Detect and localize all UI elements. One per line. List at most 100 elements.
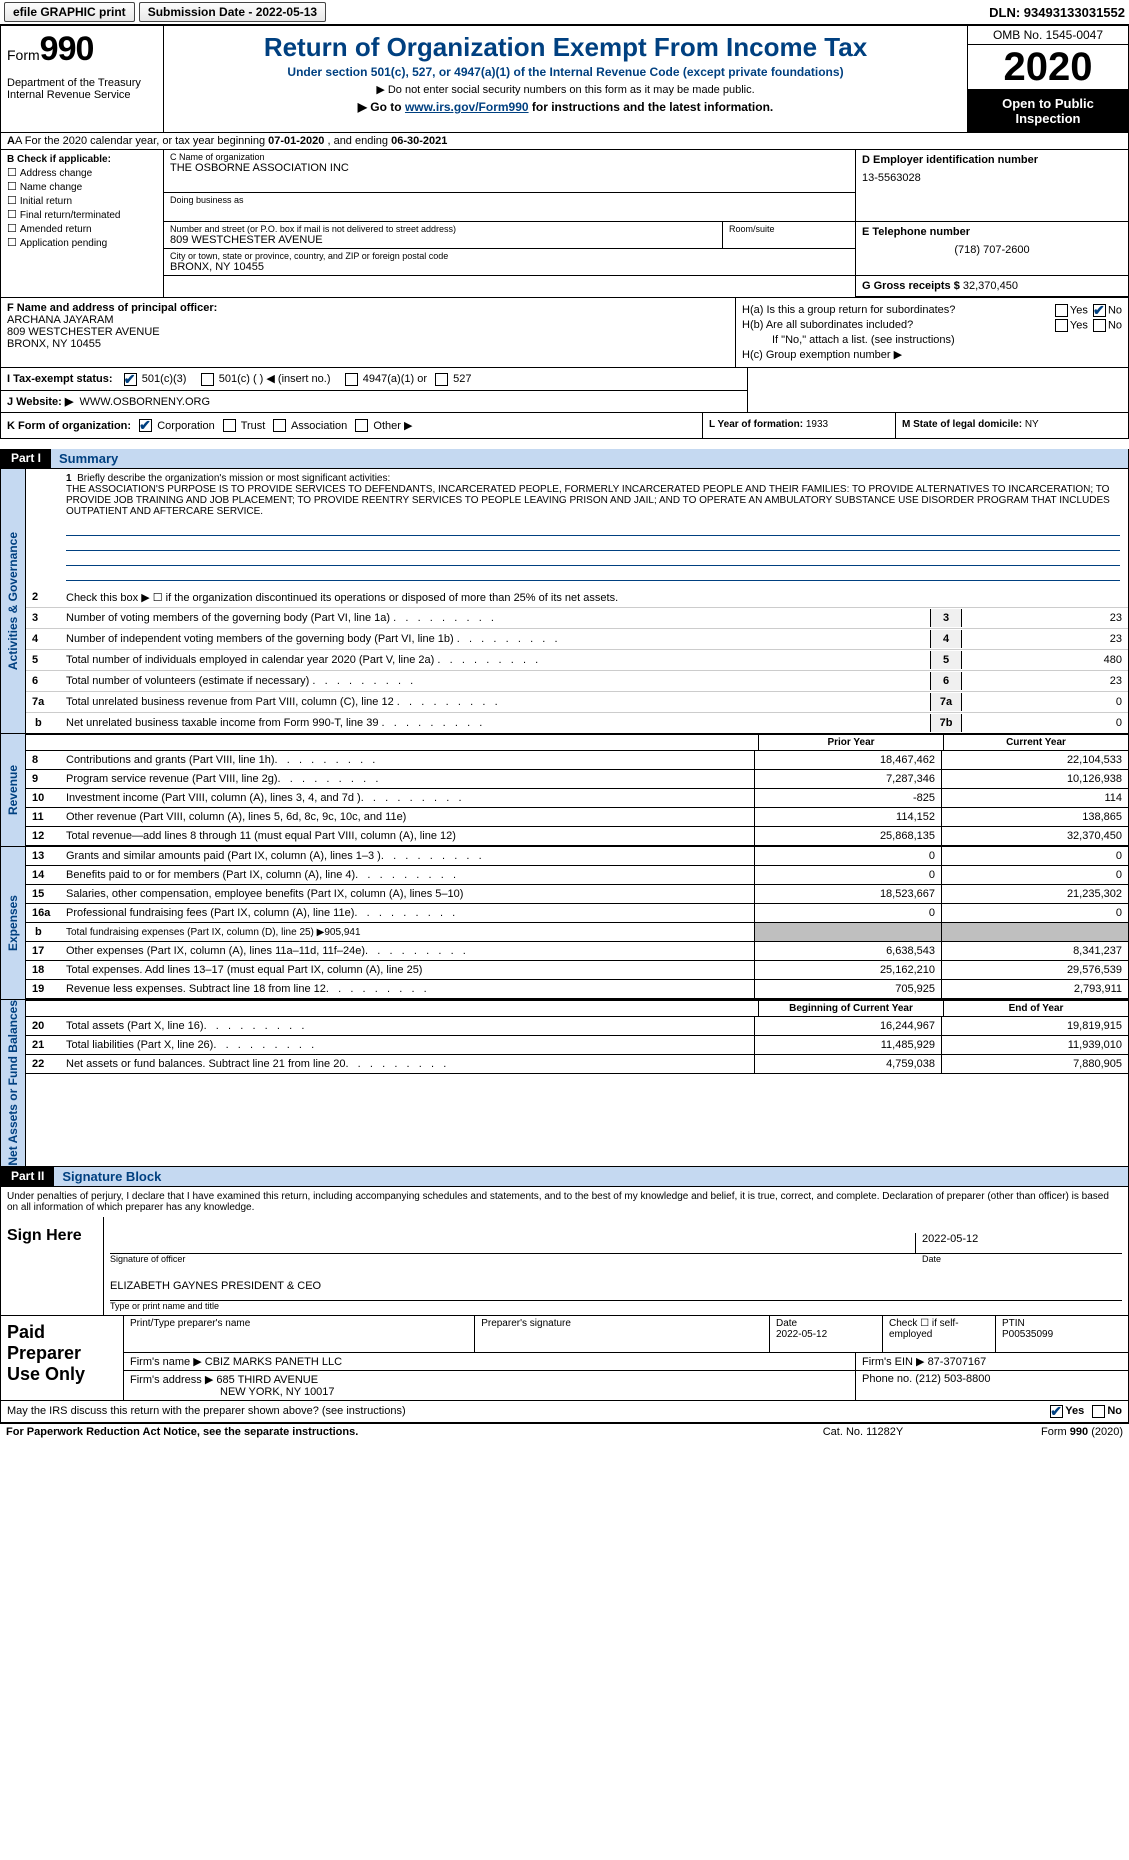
line-7a: 7aTotal unrelated business revenue from … xyxy=(26,692,1128,713)
line-1: 1 Briefly describe the organization's mi… xyxy=(26,469,1128,521)
f-h-row: F Name and address of principal officer:… xyxy=(0,298,1129,368)
net-assets-section: Net Assets or Fund Balances Beginning of… xyxy=(0,1000,1129,1167)
line-9: 9Program service revenue (Part VIII, lin… xyxy=(26,770,1128,789)
firm-address: Firm's address ▶ 685 THIRD AVENUENEW YOR… xyxy=(124,1371,856,1400)
line-18: 18Total expenses. Add lines 13–17 (must … xyxy=(26,961,1128,980)
chk-corporation[interactable] xyxy=(139,419,152,432)
section-f-officer: F Name and address of principal officer:… xyxy=(1,298,736,367)
row-a-tax-year: AA For the 2020 calendar year, or tax ye… xyxy=(0,133,1129,150)
mission-rule xyxy=(66,521,1120,536)
paid-preparer-label: Paid Preparer Use Only xyxy=(1,1316,124,1400)
footer-form: Form 990 (2020) xyxy=(963,1426,1123,1438)
gross-receipts-value: 32,370,450 xyxy=(963,280,1018,292)
chk-other[interactable] xyxy=(355,419,368,432)
revenue-header: Prior Year Current Year xyxy=(26,734,1128,751)
mission-text: THE ASSOCIATION'S PURPOSE IS TO PROVIDE … xyxy=(66,484,1110,517)
tab-governance: Activities & Governance xyxy=(1,469,26,733)
website-value: WWW.OSBORNENY.ORG xyxy=(79,396,210,408)
prior-year-hdr: Prior Year xyxy=(758,735,943,750)
line-16b: bTotal fundraising expenses (Part IX, co… xyxy=(26,923,1128,942)
section-l-year: L Year of formation: 1933 xyxy=(703,413,896,439)
preparer-name-hdr: Print/Type preparer's name xyxy=(124,1316,475,1352)
hb-no[interactable] xyxy=(1093,319,1106,332)
section-b-label: B Check if applicable: xyxy=(7,154,111,165)
line-16a: 16aProfessional fundraising fees (Part I… xyxy=(26,904,1128,923)
line-4: 4Number of independent voting members of… xyxy=(26,629,1128,650)
val-4: 23 xyxy=(961,630,1128,648)
org-name-field: C Name of organization THE OSBORNE ASSOC… xyxy=(164,150,855,193)
open-to-public: Open to Public Inspection xyxy=(968,90,1128,132)
line-2: 2Check this box ▶ ☐ if the organization … xyxy=(26,587,1128,608)
section-i-tax-status: I Tax-exempt status: 501(c)(3) 501(c) ( … xyxy=(1,368,747,391)
org-name: THE OSBORNE ASSOCIATION INC xyxy=(170,162,849,174)
street-field: Number and street (or P.O. box if mail i… xyxy=(164,222,723,248)
firm-phone: Phone no. (212) 503-8800 xyxy=(856,1371,1128,1400)
line-7b: bNet unrelated business taxable income f… xyxy=(26,713,1128,733)
hb-yes[interactable] xyxy=(1055,319,1068,332)
section-j-website: J Website: ▶ WWW.OSBORNENY.ORG xyxy=(1,391,747,412)
efile-print-button[interactable]: efile GRAPHIC print xyxy=(4,2,135,22)
line-15: 15Salaries, other compensation, employee… xyxy=(26,885,1128,904)
header-info-block: B Check if applicable: Address change Na… xyxy=(0,150,1129,298)
telephone-value: (718) 707-2600 xyxy=(862,244,1122,256)
footer: For Paperwork Reduction Act Notice, see … xyxy=(0,1423,1129,1440)
hc-label: H(c) Group exemption number ▶ xyxy=(742,348,1122,361)
val-5: 480 xyxy=(961,651,1128,669)
footer-catno: Cat. No. 11282Y xyxy=(763,1426,963,1438)
mayirs-yes[interactable] xyxy=(1050,1405,1063,1418)
klm-row: K Form of organization: Corporation Trus… xyxy=(0,413,1129,440)
chk-application-pending[interactable]: Application pending xyxy=(7,236,157,249)
form-prefix: Form xyxy=(7,47,40,63)
chk-address-change[interactable]: Address change xyxy=(7,166,157,179)
footer-left: For Paperwork Reduction Act Notice, see … xyxy=(6,1426,763,1438)
submission-date: Submission Date - 2022-05-13 xyxy=(139,2,326,22)
chk-501c3[interactable] xyxy=(124,373,137,386)
omb-number: OMB No. 1545-0047 xyxy=(968,26,1128,45)
section-g-gross: G Gross receipts $ 32,370,450 xyxy=(856,276,1128,297)
sig-officer-label: Signature of officer xyxy=(110,1254,922,1264)
line-8: 8Contributions and grants (Part VIII, li… xyxy=(26,751,1128,770)
ssn-note: ▶ Do not enter social security numbers o… xyxy=(172,83,959,96)
section-m-state: M State of legal domicile: NY xyxy=(896,413,1128,439)
line-19: 19Revenue less expenses. Subtract line 1… xyxy=(26,980,1128,999)
line-12: 12Total revenue—add lines 8 through 11 (… xyxy=(26,827,1128,846)
net-header: Beginning of Current Year End of Year xyxy=(26,1000,1128,1017)
line-20: 20Total assets (Part X, line 16)16,244,9… xyxy=(26,1017,1128,1036)
mission-rule xyxy=(66,566,1120,581)
part-ii-header: Part II Signature Block xyxy=(0,1167,1129,1187)
chk-501c[interactable] xyxy=(201,373,214,386)
line-22: 22Net assets or fund balances. Subtract … xyxy=(26,1055,1128,1074)
chk-final-return[interactable]: Final return/terminated xyxy=(7,208,157,221)
officer-addr2: BRONX, NY 10455 xyxy=(7,338,101,350)
line-11: 11Other revenue (Part VIII, column (A), … xyxy=(26,808,1128,827)
ha-no[interactable] xyxy=(1093,304,1106,317)
form-header: Form990 Department of the Treasury Inter… xyxy=(0,25,1129,133)
line-17: 17Other expenses (Part IX, column (A), l… xyxy=(26,942,1128,961)
line-6: 6Total number of volunteers (estimate if… xyxy=(26,671,1128,692)
section-e-telephone: E Telephone number (718) 707-2600 xyxy=(856,222,1128,275)
line-10: 10Investment income (Part VIII, column (… xyxy=(26,789,1128,808)
chk-name-change[interactable]: Name change xyxy=(7,180,157,193)
revenue-section: Revenue Prior Year Current Year 8Contrib… xyxy=(0,734,1129,847)
street-value: 809 WESTCHESTER AVENUE xyxy=(170,234,716,246)
ha-yes[interactable] xyxy=(1055,304,1068,317)
city-field: City or town, state or province, country… xyxy=(164,249,855,275)
signature-block: Under penalties of perjury, I declare th… xyxy=(0,1187,1129,1316)
chk-initial-return[interactable]: Initial return xyxy=(7,194,157,207)
sign-here-label: Sign Here xyxy=(1,1217,104,1315)
end-year-hdr: End of Year xyxy=(943,1001,1128,1016)
chk-4947[interactable] xyxy=(345,373,358,386)
chk-527[interactable] xyxy=(435,373,448,386)
chk-amended-return[interactable]: Amended return xyxy=(7,222,157,235)
chk-trust[interactable] xyxy=(223,419,236,432)
paid-preparer-block: Paid Preparer Use Only Print/Type prepar… xyxy=(0,1316,1129,1401)
sig-date-label: Date xyxy=(922,1254,1122,1264)
officer-name-title: ELIZABETH GAYNES PRESIDENT & CEO xyxy=(110,1280,1122,1300)
tab-revenue: Revenue xyxy=(1,734,26,846)
preparer-self-emp: Check ☐ if self-employed xyxy=(883,1316,996,1352)
mayirs-no[interactable] xyxy=(1092,1405,1105,1418)
irs-link[interactable]: www.irs.gov/Form990 xyxy=(405,100,529,114)
preparer-date: Date2022-05-12 xyxy=(770,1316,883,1352)
val-6: 23 xyxy=(961,672,1128,690)
chk-association[interactable] xyxy=(273,419,286,432)
